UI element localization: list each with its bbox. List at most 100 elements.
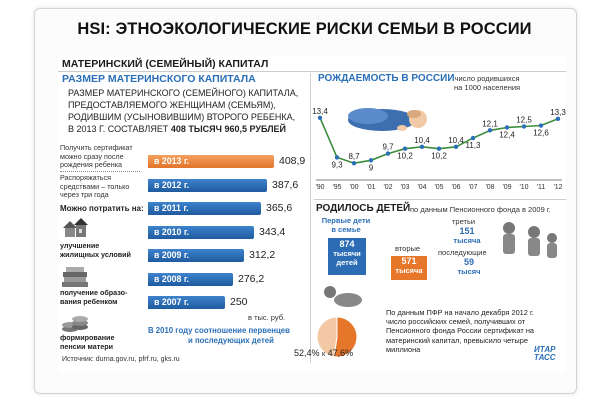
capital-header: МАТЕРИНСКИЙ (СЕМЕЙНЫЙ) КАПИТАЛ (62, 58, 269, 70)
births-point (555, 116, 561, 121)
note-line: через три года (60, 190, 109, 199)
logo-line: ИТАР (534, 345, 556, 354)
first-children-label: Первые дети в семье (316, 216, 376, 234)
births-point (538, 123, 544, 128)
note-line: можно сразу после (60, 151, 124, 161)
births-line-chart: 13,4 '90 9,3 '95 8,7 '00 9 '01 9,7 '02 10,2 '03 10,4… (312, 107, 566, 191)
bar-value-label: 365,6 (266, 202, 293, 214)
capital-heading: РАЗМЕР МАТЕРИНСКОГО КАПИТАЛА (62, 73, 256, 85)
pie-slice-0 (333, 316, 358, 358)
bar-value-label: 343,4 (259, 225, 286, 238)
spend-item-line: формирование (60, 333, 115, 342)
unit-label: в тыс. руб. (248, 313, 286, 322)
crawling-baby-icon (324, 286, 362, 307)
bar-6 (148, 296, 225, 309)
bar-category-label: в 2007 г. (154, 297, 190, 307)
births-x-tick: '06 (451, 184, 460, 191)
births-point (504, 125, 510, 130)
births-value-label: 11,3 (466, 141, 482, 150)
births-note-line: число родившихся (454, 74, 520, 83)
note-line: Распоряжаться (60, 173, 112, 182)
births-point (402, 146, 408, 151)
infographic: МАТЕРИНСКИЙ (СЕМЕЙНЫЙ) КАПИТАЛ РАЗМЕР МА… (58, 56, 566, 372)
second-children-bar (391, 256, 427, 280)
baby-illustration (348, 108, 427, 131)
note-line: рождения ребенка (60, 160, 123, 169)
births-value-label: 10,4 (448, 136, 464, 145)
pfr-note-line: число российских семей, получивших от (386, 317, 526, 327)
bar-4 (148, 249, 244, 262)
births-value-label: 10,2 (431, 152, 447, 161)
births-point (334, 155, 340, 160)
coins-icon (62, 316, 88, 332)
births-x-tick: '01 (366, 184, 375, 191)
births-value-label: 12,4 (499, 130, 515, 139)
births-value-label: 12,6 (533, 129, 549, 138)
births-x-tick: '07 (468, 184, 477, 191)
note-certificate: Получить сертификат можно сразу после ро… (60, 143, 133, 170)
capital-amount: 408 ТЫСЯЧ 960,5 РУБЛЕЙ (170, 124, 286, 134)
second-children-label: вторые (395, 244, 421, 253)
children-silhouettes (503, 222, 557, 258)
pfr-note-line: По данным ПФР на начало декабря 2012 г. (386, 308, 534, 317)
births-point (385, 151, 391, 156)
value-line: тысяча (453, 236, 481, 245)
first-children-label-line: в семье (331, 225, 361, 234)
value-line: 151 (459, 226, 475, 236)
ratio-text: В 2010 году соотношение первенцев и посл… (148, 326, 290, 345)
births-x-tick: '90 (315, 184, 324, 191)
births-point (419, 144, 425, 149)
bar-0 (148, 155, 274, 168)
births-point (317, 115, 323, 120)
note-dispose: Распоряжаться средствами – только через … (60, 173, 129, 200)
births-point (351, 161, 357, 166)
births-value-label: 8,7 (348, 152, 360, 161)
capital-desc-line: В 2013 Г. СОСТАВЛЯЕТ 408 ТЫСЯЧ 960,5 РУБ… (68, 123, 298, 135)
spend-item-pension: формирование пенсии матери (60, 333, 115, 351)
value-line: 59 (463, 257, 474, 267)
births-value-label: 9,7 (382, 143, 394, 152)
itar-tass-logo: ИТАР ТАСС (534, 346, 556, 362)
spend-item-line: вания ребенком (60, 296, 118, 306)
bar-category-label: в 2011 г. (154, 203, 189, 213)
bar-category-label: в 2009 г. (154, 250, 190, 260)
spend-item-line: пенсии матери (60, 341, 114, 351)
births-point (521, 124, 527, 129)
note-line: Получить сертификат (60, 143, 133, 152)
births-point (470, 135, 476, 141)
born-subtitle: по данным Пенсионного фонда в 2009 г. (410, 205, 551, 214)
bar-3 (148, 225, 254, 239)
books-icon (62, 267, 88, 287)
births-note: число родившихся на 1000 населения (454, 74, 520, 92)
births-point (368, 158, 374, 163)
column-divider (310, 73, 311, 363)
pfr-note: По данным ПФР на начало декабря 2012 г. … (386, 308, 534, 354)
capital-bar-chart: в 2013 г. 408,9 в 2012 г. 387,6 в 2011 г. 365… (58, 56, 308, 372)
third-children-label: третьи (452, 217, 476, 226)
capital-description: РАЗМЕР МАТЕРИНСКОГО (СЕМЕЙНОГО) КАПИТАЛА… (68, 87, 298, 135)
births-value-label: 12,1 (482, 119, 498, 128)
value-line: тысяча (395, 266, 423, 275)
note-divider (60, 171, 140, 172)
ratio-text-line: и последующих детей (188, 335, 274, 345)
births-x-tick: '03 (400, 184, 409, 191)
value-line: детей (336, 258, 358, 267)
first-children-value: 874 тысячи детей (328, 239, 366, 268)
born-heading: РОДИЛОСЬ ДЕТЕЙ (316, 203, 411, 214)
births-x-tick: '10 (519, 184, 528, 191)
later-children-label: последующие (438, 248, 487, 257)
page-title: HSI: ЭТНОЭКОЛОГИЧЕСКИЕ РИСКИ СЕМЬИ В РОС… (77, 20, 532, 38)
births-point (487, 128, 493, 133)
births-x-tick: '12 (553, 184, 562, 191)
pfr-note-line: Пенсионного фонда России сертификат на (386, 326, 535, 336)
ratio-values: 52,4% к 47,6% (294, 348, 353, 358)
spend-item-housing: улучшение жилищных условий (60, 241, 131, 259)
births-value-label: 10,2 (397, 152, 413, 161)
value-line: 874 (339, 239, 355, 249)
bar-value-label: 387,6 (272, 178, 299, 191)
ratio-text-line: В 2010 году соотношение первенцев (148, 326, 290, 335)
spend-item-line: улучшение (60, 241, 100, 250)
capital-desc-prefix: В 2013 Г. СОСТАВЛЯЕТ (68, 124, 171, 134)
births-value-label: 9 (369, 163, 374, 172)
births-x-tick: '00 (349, 184, 358, 191)
